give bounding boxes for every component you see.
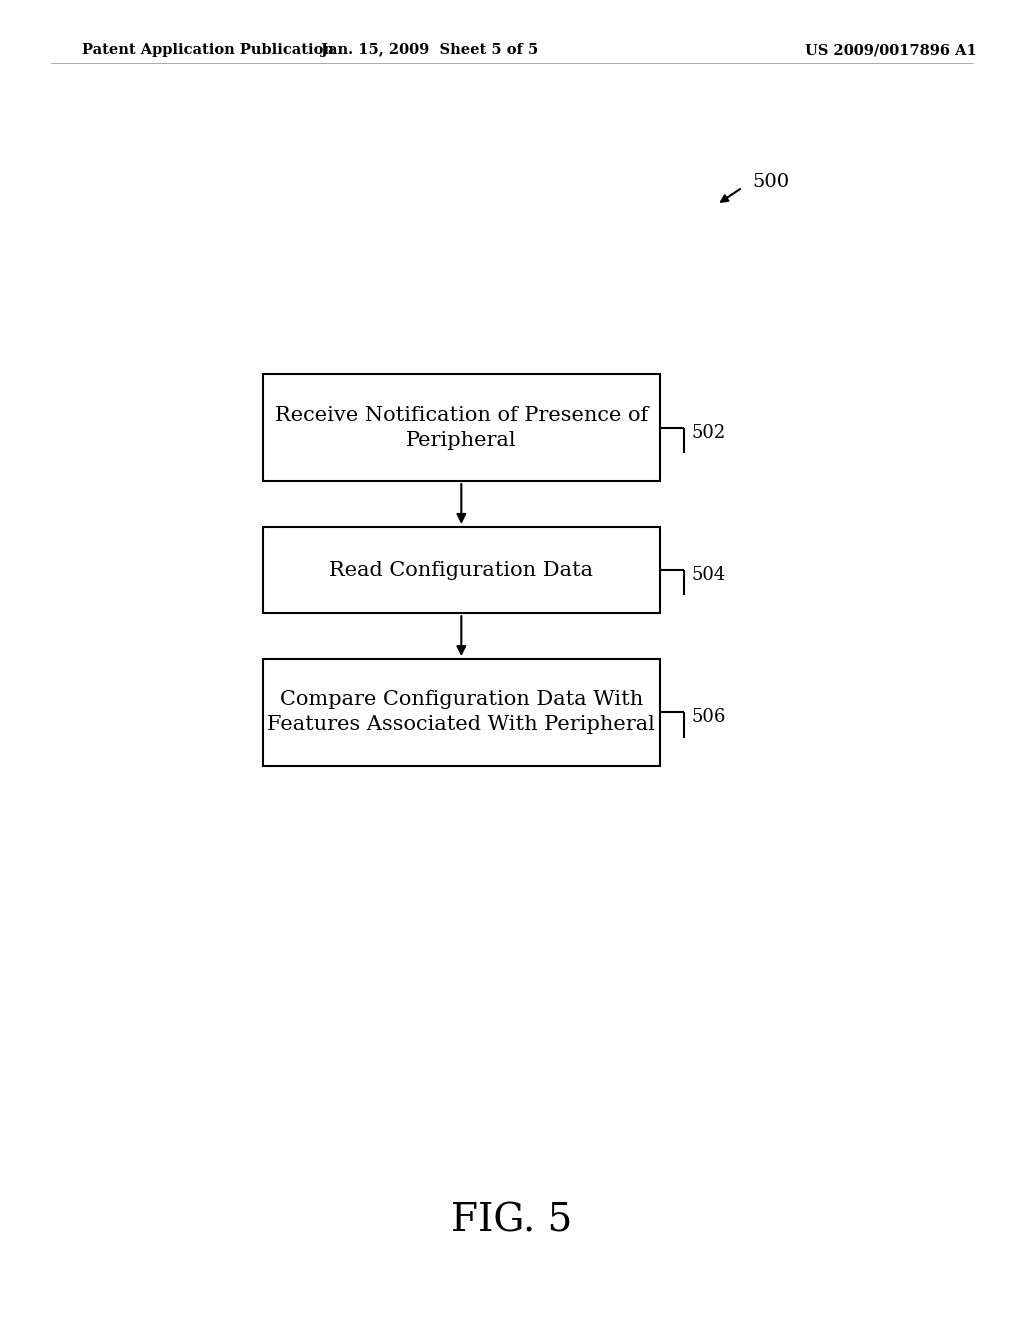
Text: Jan. 15, 2009  Sheet 5 of 5: Jan. 15, 2009 Sheet 5 of 5: [322, 44, 539, 57]
Text: 500: 500: [753, 173, 790, 191]
Text: US 2009/0017896 A1: US 2009/0017896 A1: [805, 44, 977, 57]
Bar: [263, 527, 659, 614]
Bar: [263, 375, 659, 480]
Text: 502: 502: [691, 424, 726, 442]
Text: FIG. 5: FIG. 5: [452, 1203, 572, 1239]
Text: Compare Configuration Data With
Features Associated With Peripheral: Compare Configuration Data With Features…: [267, 690, 655, 734]
Text: Receive Notification of Presence of
Peripheral: Receive Notification of Presence of Peri…: [274, 405, 648, 450]
Text: 506: 506: [691, 709, 726, 726]
Text: 504: 504: [691, 566, 726, 585]
Bar: [263, 659, 659, 766]
Text: Read Configuration Data: Read Configuration Data: [330, 561, 593, 579]
Text: Patent Application Publication: Patent Application Publication: [82, 44, 334, 57]
